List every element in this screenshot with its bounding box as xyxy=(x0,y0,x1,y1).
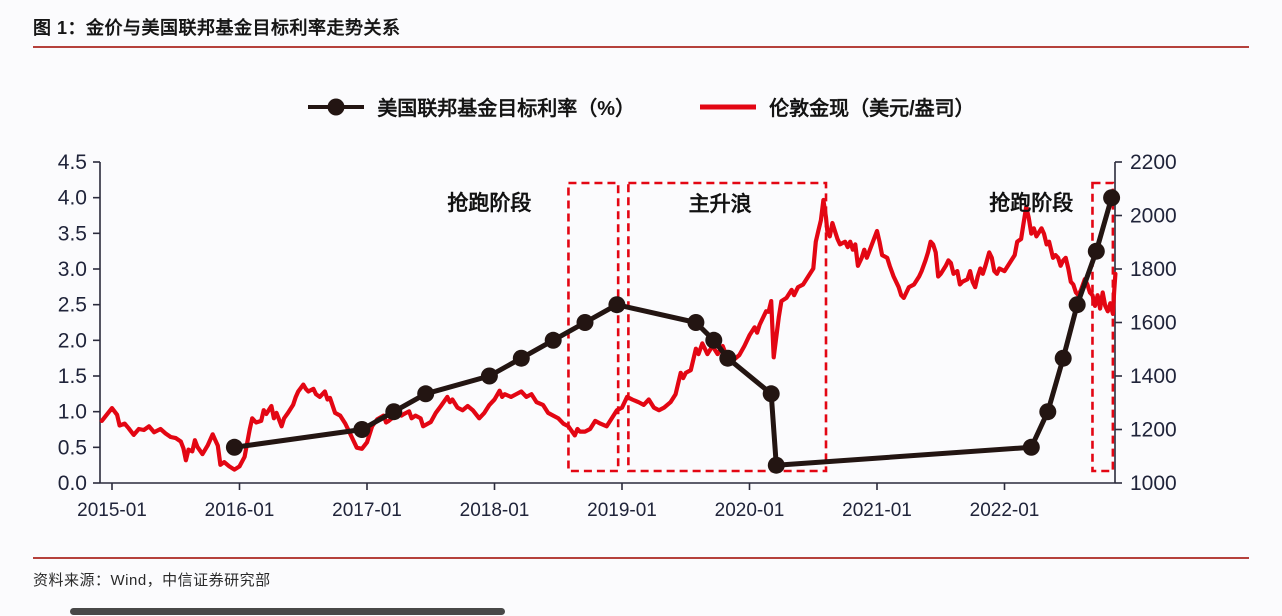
fed-rate-marker xyxy=(1068,296,1086,314)
right-axis-tick-label: 1000 xyxy=(1130,472,1177,495)
gold-line-marker-icon xyxy=(700,104,757,109)
left-axis-tick-label: 0.0 xyxy=(58,472,87,495)
bottom-progress-bar xyxy=(70,608,505,615)
x-axis-tick-label: 2015-01 xyxy=(77,500,147,521)
footer-rule xyxy=(33,557,1249,559)
annotation-label: 主升浪 xyxy=(689,192,752,216)
fed-rate-marker xyxy=(1054,349,1072,367)
left-axis-tick-label: 3.0 xyxy=(58,258,87,281)
fed-rate-marker xyxy=(1087,242,1105,260)
fed-rate-marker xyxy=(767,456,785,474)
annotation-dashed-box xyxy=(1091,181,1115,473)
figure-title: 图 1：金价与美国联邦基金目标利率走势关系 xyxy=(33,18,401,38)
fed-rate-marker xyxy=(1022,438,1040,456)
annotation-dashed-box xyxy=(627,181,828,473)
right-axis-tick-label: 2000 xyxy=(1130,205,1177,228)
left-axis-tick-label: 1.0 xyxy=(58,401,87,424)
fed-rate-marker xyxy=(512,349,530,367)
x-axis-tick-label: 2016-01 xyxy=(205,500,275,521)
left-axis-tick-label: 0.5 xyxy=(58,436,87,459)
right-axis-tick-label: 1200 xyxy=(1130,419,1177,442)
legend-item-gold: 伦敦金现（美元/盎司） xyxy=(699,92,975,121)
fed-rate-marker xyxy=(687,314,705,331)
title-rule xyxy=(33,46,1249,48)
x-axis-tick-label: 2019-01 xyxy=(587,500,657,521)
fed-rate-marker xyxy=(225,438,243,456)
annotation-label: 抢跑阶段 xyxy=(989,191,1073,215)
right-axis-tick-label: 1800 xyxy=(1130,258,1177,281)
gold-price-line xyxy=(99,197,1118,472)
fed-rate-marker xyxy=(480,367,498,385)
source-text: 资料来源：Wind，中信证券研究部 xyxy=(33,572,271,589)
annotation-label: 抢跑阶段 xyxy=(447,191,531,215)
left-axis-tick-label: 4.0 xyxy=(58,187,87,210)
fed-rate-marker xyxy=(705,331,723,349)
legend-item-fed-rate: 美国联邦基金目标利率（%） xyxy=(307,92,635,121)
fed-rate-line-dot-marker-icon xyxy=(308,98,365,115)
x-axis-tick-label: 2018-01 xyxy=(460,500,530,521)
fed-rate-marker xyxy=(608,296,626,314)
fed-rate-marker xyxy=(417,385,435,403)
left-axis-tick-label: 1.5 xyxy=(58,365,87,388)
left-axis-tick-label: 3.5 xyxy=(58,222,87,245)
left-axis-tick-label: 4.5 xyxy=(58,151,87,174)
x-axis-tick-label: 2017-01 xyxy=(332,500,402,521)
right-axis-tick-label: 1400 xyxy=(1130,365,1177,388)
x-axis-tick-label: 2021-01 xyxy=(842,500,912,521)
fed-rate-marker xyxy=(719,349,737,367)
right-axis-tick-label: 2200 xyxy=(1130,151,1177,174)
legend-label-gold: 伦敦金现（美元/盎司） xyxy=(769,98,975,120)
legend-label-fed-rate: 美国联邦基金目标利率（%） xyxy=(377,98,636,120)
fed-rate-line xyxy=(231,195,1115,468)
fed-rate-marker xyxy=(544,331,562,349)
fed-rate-marker xyxy=(1103,189,1121,207)
fed-rate-marker xyxy=(762,385,780,403)
fed-rate-marker xyxy=(353,421,371,438)
fed-rate-marker xyxy=(385,403,403,421)
legend: 美国联邦基金目标利率（%） 伦敦金现（美元/盎司） xyxy=(0,92,1282,121)
left-axis-tick-label: 2.5 xyxy=(58,294,87,317)
fed-rate-marker xyxy=(576,314,594,331)
fed-rate-marker xyxy=(1039,403,1057,421)
left-axis-tick-label: 2.0 xyxy=(58,329,87,352)
x-axis-tick-label: 2020-01 xyxy=(715,500,785,521)
x-axis-tick-label: 2022-01 xyxy=(970,500,1040,521)
right-axis-tick-label: 1600 xyxy=(1130,312,1177,335)
